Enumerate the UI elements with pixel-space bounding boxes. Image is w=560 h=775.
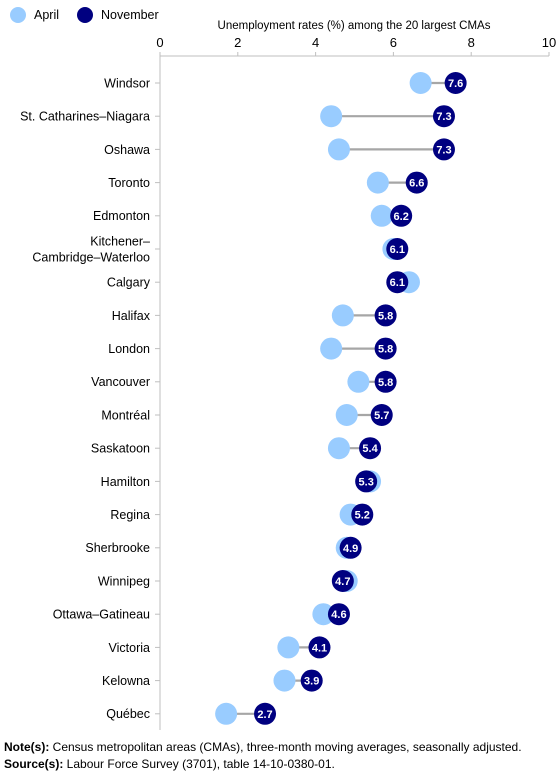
november-point[interactable] (374, 304, 397, 327)
november-point[interactable] (386, 238, 409, 260)
november-data-label: 6.2 (394, 211, 409, 223)
november-data-label: 6.6 (409, 178, 424, 190)
category-label: Kelowna (102, 674, 150, 688)
category-label: Saskatoon (91, 442, 150, 456)
legend-april-label: April (34, 8, 60, 22)
april-point[interactable] (327, 437, 350, 460)
category-label: Montréal (101, 408, 150, 422)
category-label: Vancouver (91, 375, 150, 389)
november-point[interactable] (300, 669, 323, 692)
november-point[interactable] (374, 337, 397, 360)
november-point[interactable] (327, 603, 350, 626)
november-point[interactable] (405, 171, 428, 194)
november-data-label: 4.1 (312, 642, 327, 654)
x-tick-label: 0 (156, 35, 163, 50)
april-point[interactable] (366, 171, 389, 194)
april-point[interactable] (409, 72, 432, 94)
november-point[interactable] (308, 636, 331, 659)
note-line: Note(s): Census metropolitan areas (CMAs… (4, 739, 522, 756)
april-point[interactable] (312, 603, 335, 626)
x-tick-label: 2 (234, 35, 241, 50)
category-label: Québec (106, 707, 150, 721)
category-label: Regina (110, 508, 150, 522)
november-point[interactable] (390, 204, 413, 227)
source-text: Labour Force Survey (3701), table 14-10-… (63, 757, 335, 771)
category-label: Sherbrooke (85, 541, 150, 555)
source-line: Source(s): Labour Force Survey (3701), t… (4, 756, 522, 773)
april-point[interactable] (320, 105, 343, 128)
note-text: Census metropolitan areas (CMAs), three-… (49, 740, 522, 754)
april-point[interactable] (370, 204, 393, 227)
category-label: Toronto (108, 176, 150, 190)
legend-november-label: November (101, 8, 159, 22)
footnotes: Note(s): Census metropolitan areas (CMAs… (4, 739, 522, 773)
november-data-label: 2.7 (257, 709, 272, 721)
legend-item-november[interactable]: November (77, 7, 159, 23)
category-label: Kitchener– Cambridge–Waterloo (32, 234, 150, 264)
november-point[interactable] (359, 437, 382, 460)
category-label: Ottawa–Gatineau (53, 608, 150, 622)
category-label: London (108, 342, 150, 356)
november-point[interactable] (254, 702, 277, 725)
november-data-label: 4.6 (331, 609, 346, 621)
november-data-label: 5.8 (378, 377, 393, 389)
category-label-line: Kitchener– (90, 234, 150, 248)
november-data-label: 5.4 (362, 443, 378, 455)
x-tick-label: 8 (468, 35, 475, 50)
november-data-label: 5.2 (355, 510, 370, 522)
category-label: Calgary (107, 276, 151, 290)
april-point[interactable] (331, 304, 354, 327)
november-point[interactable] (432, 105, 455, 128)
november-data-label: 4.7 (335, 576, 350, 588)
category-label: Hamilton (101, 475, 150, 489)
category-label: Halifax (112, 309, 151, 323)
note-label: Note(s): (4, 740, 50, 754)
legend-april-marker (10, 7, 26, 23)
november-data-label: 5.3 (359, 476, 374, 488)
november-data-label: 7.3 (436, 144, 451, 156)
x-tick-label: 4 (312, 35, 319, 50)
april-point[interactable] (347, 370, 370, 393)
april-point[interactable] (320, 337, 343, 360)
november-data-label: 7.3 (436, 111, 451, 123)
category-label: Oshawa (104, 143, 150, 157)
legend-item-april[interactable]: April (10, 7, 59, 23)
november-point[interactable] (374, 370, 397, 393)
november-point[interactable] (355, 470, 378, 493)
november-data-label: 4.9 (343, 543, 358, 555)
category-label: Victoria (109, 641, 151, 655)
november-point[interactable] (331, 570, 354, 592)
category-label: St. Catharines–Niagara (20, 110, 150, 124)
november-point[interactable] (351, 503, 374, 526)
legend-november-marker (77, 7, 94, 23)
x-tick-label: 10 (542, 35, 556, 50)
november-data-label: 7.6 (448, 78, 463, 90)
november-point[interactable] (432, 138, 455, 161)
april-point[interactable] (273, 669, 296, 692)
november-point[interactable] (370, 404, 393, 426)
category-label: Winnipeg (98, 574, 150, 588)
november-data-label: 6.1 (390, 277, 405, 289)
november-point[interactable] (444, 72, 467, 94)
november-data-label: 5.8 (378, 344, 393, 356)
november-point[interactable] (386, 271, 409, 294)
november-data-label: 3.9 (304, 676, 319, 688)
category-label-line: Cambridge–Waterloo (32, 251, 150, 265)
november-data-label: 6.1 (390, 244, 405, 256)
november-data-label: 5.8 (378, 310, 393, 322)
april-point[interactable] (335, 404, 358, 426)
category-label: Windsor (104, 76, 150, 90)
november-point[interactable] (339, 536, 362, 559)
april-point[interactable] (327, 138, 350, 161)
november-data-label: 5.7 (374, 410, 389, 422)
category-label: Edmonton (93, 209, 150, 223)
april-point[interactable] (277, 636, 300, 659)
x-tick-label: 6 (390, 35, 397, 50)
legend: April November (10, 5, 177, 25)
chart-title: Unemployment rates (%) among the 20 larg… (218, 20, 491, 32)
source-label: Source(s): (4, 757, 64, 771)
april-point[interactable] (215, 702, 238, 725)
